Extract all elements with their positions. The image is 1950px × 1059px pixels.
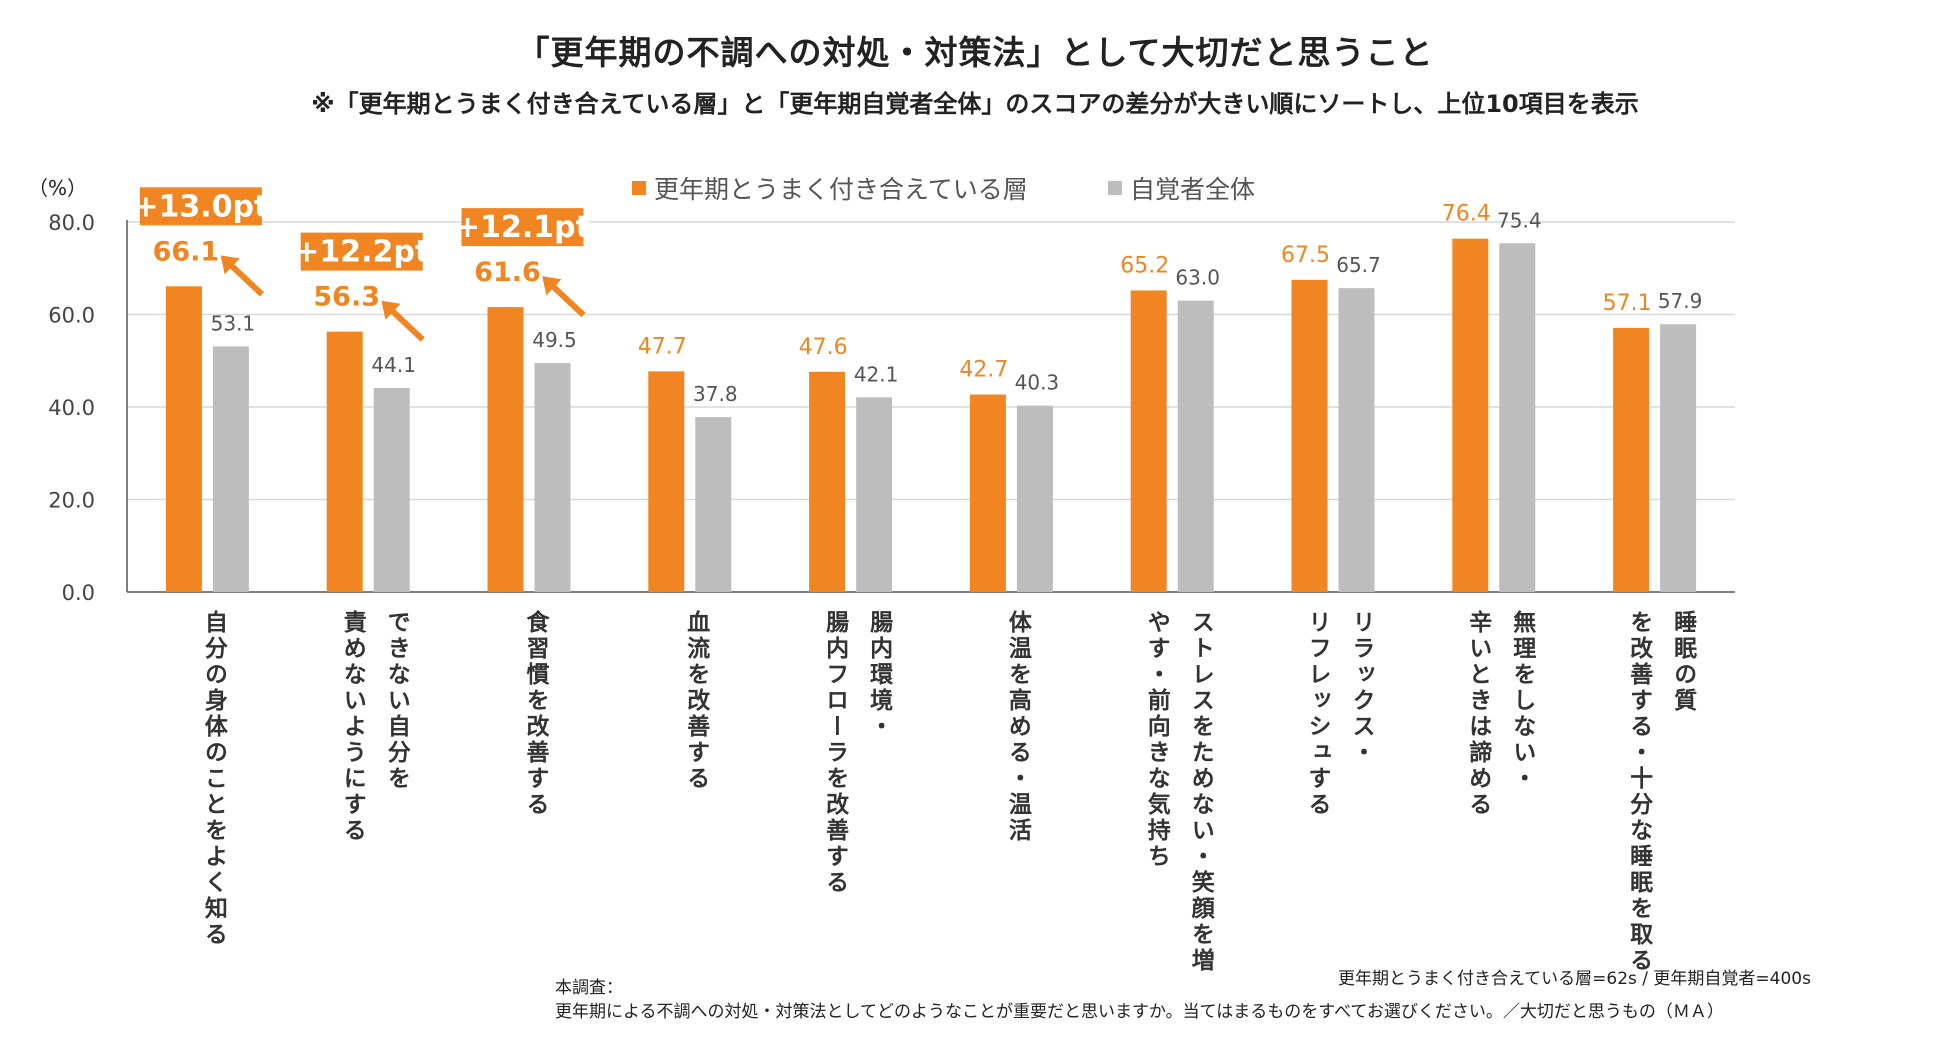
legend-swatch-orange <box>632 181 646 195</box>
y-tick-label: 20.0 <box>48 489 95 513</box>
difference-callout-box <box>139 187 262 226</box>
difference-callout-label: +12.1pt <box>455 210 590 245</box>
bar-series-2 <box>212 346 249 592</box>
bar-series-2 <box>373 388 410 592</box>
difference-arrow-shaft <box>225 260 264 297</box>
data-label-series-2: 40.3 <box>1015 371 1060 395</box>
difference-arrow-shaft <box>547 280 586 318</box>
bar-series-1 <box>969 394 1006 592</box>
data-label-series-1: 42.7 <box>959 358 1008 383</box>
category-label: 体温を高める・温活 <box>1004 610 1031 844</box>
survey-note: 本調査： 更年期による不調への対処・対策法としてどのようなことが重要だと思います… <box>555 976 1724 1024</box>
bar-series-2 <box>1499 243 1536 592</box>
y-tick-label: 80.0 <box>48 211 95 235</box>
bar-series-1 <box>1130 290 1167 592</box>
category-label: 血流を改善する <box>682 610 709 792</box>
bar-series-1 <box>487 307 524 592</box>
data-label-series-2: 63.0 <box>1175 266 1220 290</box>
bar-series-2 <box>695 417 732 592</box>
category-label: 食習慣を改善する <box>522 610 548 818</box>
chart-title: 「更年期の不調への対処・対策法」として大切だと思うこと <box>516 33 1434 72</box>
data-label-series-1: 66.1 <box>153 236 220 267</box>
data-label-series-2: 44.1 <box>371 353 416 377</box>
legend-item-series-1: 更年期とうまく付き合えている層 <box>632 170 1028 206</box>
chart-subtitle: ※「更年期とうまく付き合えている層」と「更年期自覚者全体」のスコアの差分が大きい… <box>311 90 1639 118</box>
data-label-series-1: 57.1 <box>1603 291 1652 316</box>
y-tick-label: 0.0 <box>62 581 95 605</box>
data-label-series-1: 47.6 <box>799 335 848 360</box>
y-axis-unit: （%） <box>28 176 88 200</box>
category-label: 自分の身体のことをよく知る <box>200 610 227 948</box>
survey-question: 更年期による不調への対処・対策法としてどのようなことが重要だと思いますか。当ては… <box>555 1002 1724 1022</box>
data-label-series-1: 61.6 <box>474 257 541 288</box>
bar-series-1 <box>1613 327 1650 592</box>
sample-size-note: 更年期とうまく付き合えている層=62s / 更年期自覚者=400s <box>1338 969 1811 989</box>
data-label-series-1: 56.3 <box>313 282 380 313</box>
difference-arrow-head <box>381 300 401 320</box>
data-label-series-2: 53.1 <box>211 311 256 335</box>
data-label-series-2: 42.1 <box>854 362 899 386</box>
legend-label-series-2: 自覚者全体 <box>1130 175 1256 204</box>
legend-label-series-1: 更年期とうまく付き合えている層 <box>654 175 1028 204</box>
bar-series-2 <box>1016 405 1053 592</box>
data-label-series-2: 57.9 <box>1658 289 1703 313</box>
y-tick-label: 60.0 <box>48 304 95 328</box>
difference-callout-box <box>300 232 423 271</box>
difference-arrow-shaft <box>386 305 425 342</box>
difference-callout-label: +12.2pt <box>294 235 429 270</box>
category-label: できない自分を 責めないようにする <box>339 610 410 844</box>
data-label-series-1: 65.2 <box>1120 253 1169 278</box>
bar-series-1 <box>809 371 846 592</box>
survey-label: 本調査： <box>555 978 623 998</box>
bar-series-2 <box>1338 288 1375 592</box>
bar-series-1 <box>165 286 202 592</box>
bar-series-2 <box>1177 300 1214 592</box>
bar-series-1 <box>1291 279 1328 592</box>
y-tick-label: 40.0 <box>48 396 95 420</box>
data-label-series-1: 47.7 <box>638 334 687 359</box>
category-label: ストレスをためない・笑顔を増 やす・前向きな気持ち <box>1143 610 1214 974</box>
bar-series-1 <box>648 371 685 592</box>
bar-series-2 <box>856 397 893 592</box>
bar-series-1 <box>1452 238 1489 592</box>
data-label-series-1: 76.4 <box>1442 202 1491 227</box>
bar-series-1 <box>326 331 363 592</box>
difference-callout-label: +13.0pt <box>133 189 268 224</box>
data-label-series-1: 67.5 <box>1281 243 1330 268</box>
bar-chart: 0.0 20.0 40.0 60.0 80.0 66.1 53.1 +13.0pt 56.3 44… <box>48 187 1735 605</box>
data-label-series-2: 65.7 <box>1336 253 1381 277</box>
legend-swatch-gray <box>1108 181 1122 195</box>
category-label: リラックス・ リフレッシュする <box>1304 610 1374 818</box>
data-label-series-2: 49.5 <box>532 328 577 352</box>
difference-callout-box <box>461 208 584 247</box>
category-label: 無理をしない・ 辛いときは諦める <box>1464 610 1535 818</box>
data-label-series-2: 37.8 <box>693 382 738 406</box>
difference-arrow-head <box>542 276 562 296</box>
data-label-series-2: 75.4 <box>1497 208 1542 232</box>
bar-series-2 <box>534 363 571 592</box>
bar-series-2 <box>1660 324 1697 592</box>
category-label: 睡眠の質 を改善する・十分な睡眠を取る <box>1625 610 1696 974</box>
category-label: 腸内環境・ 腸内フローラを改善する <box>821 610 892 896</box>
legend-item-series-2: 自覚者全体 <box>1108 170 1255 206</box>
difference-arrow-head <box>220 255 240 275</box>
